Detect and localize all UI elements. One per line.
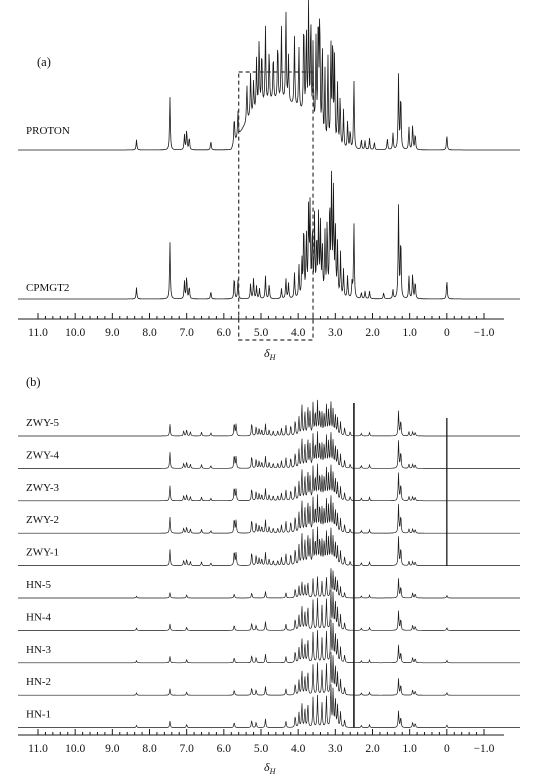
b-tick-label: 6.0 [217,743,232,755]
a-tick-label: 3.0 [328,327,343,339]
b-tick-label: 7.0 [179,743,194,755]
spectrum-hn-2 [18,651,520,696]
series-label-proton: PROTON [26,125,70,137]
b-tick-label: −1.0 [474,743,495,755]
a-tick-label: 6.0 [217,327,232,339]
spectrum-proton [18,0,520,151]
a-tick-label: 2.0 [365,327,380,339]
spectrum-hn-3 [18,619,520,664]
series-label-zwy-4: ZWY-4 [26,449,59,461]
a-tick-label: −1.0 [474,327,495,339]
series-label-hn-3: HN-3 [26,644,52,656]
a-tick-label: 8.0 [142,327,157,339]
a-tick-label: 5.0 [254,327,269,339]
series-label-hn-4: HN-4 [26,611,52,623]
series-label-zwy-1: ZWY-1 [26,547,59,559]
panel-a-traces: PROTON CPMGT2 [18,0,520,300]
spectrum-zwy-2 [18,494,520,534]
panel-b-axis-subscript: H [269,767,277,776]
panel-a-axis-title: δH [264,346,277,362]
panel-a-x-axis: 11.0 10.0 9.0 8.0 7.0 6.0 5.0 4.0 3.0 2.0 1.0 0 −1.0 [18,313,504,339]
spectrum-hn-4 [18,589,520,631]
panel-a-axis-delta: δ [264,346,270,360]
a-tick-label: 11.0 [28,327,48,339]
b-tick-label: 8.0 [142,743,157,755]
b-tick-label: 1.0 [402,743,417,755]
a-tick-label: 4.0 [291,327,306,339]
b-tick-label: 9.0 [105,743,120,755]
a-tick-label: 7.0 [179,327,194,339]
spectrum-zwy-1 [18,526,520,566]
b-tick-label: 5.0 [254,743,269,755]
series-label-hn-5: HN-5 [26,579,52,591]
panel-b-axis-delta: δ [264,760,270,774]
b-tick-label: 3.0 [328,743,343,755]
spectrum-zwy-3 [18,463,520,502]
a-tick-label: 0 [444,327,450,339]
series-label-hn-2: HN-2 [26,676,51,688]
spectrum-zwy-4 [18,431,520,469]
spectrum-cpmgt2 [18,170,520,300]
series-label-zwy-2: ZWY-2 [26,514,59,526]
spectrum-hn-1 [18,684,520,728]
series-label-zwy-3: ZWY-3 [26,482,59,494]
series-label-zwy-5: ZWY-5 [26,417,59,429]
panel-b-x-axis: 11.0 10.0 9.0 8.0 7.0 6.0 5.0 4.0 3.0 2.0 1.0 0 −1.0 [18,729,504,755]
spectrum-zwy-5 [18,399,520,437]
a-tick-label: 9.0 [105,327,120,339]
spectrum-hn-5 [18,568,520,599]
panel-b-label: (b) [26,375,41,389]
a-tick-label: 10.0 [65,327,85,339]
highlight-box [238,71,314,341]
panel-b-traces: ZWY-5 ZWY-4 ZWY-3 ZWY-2 ZWY-1 HN-5 HN-4 HN-3 HN-… [18,399,520,728]
b-tick-label: 10.0 [65,743,85,755]
a-tick-label: 1.0 [402,327,417,339]
b-tick-label: 11.0 [28,743,48,755]
panel-a: (a) PROTON CPMGT2 11.0 10.0 9.0 8.0 7.0 6.0 5.0… [18,0,520,362]
panel-a-axis-subscript: H [269,353,277,362]
panel-a-label: (a) [37,55,51,69]
series-label-cpmgt2: CPMGT2 [26,282,69,294]
b-tick-label: 4.0 [291,743,306,755]
series-label-hn-1: HN-1 [26,709,51,721]
b-tick-label: 2.0 [365,743,380,755]
panel-b: (b) ZWY-5 ZWY-4 ZWY-3 ZWY-2 ZWY-1 HN-5 HN-4 HN-… [18,375,520,776]
panel-b-axis-title: δH [264,760,277,776]
b-tick-label: 0 [444,743,450,755]
